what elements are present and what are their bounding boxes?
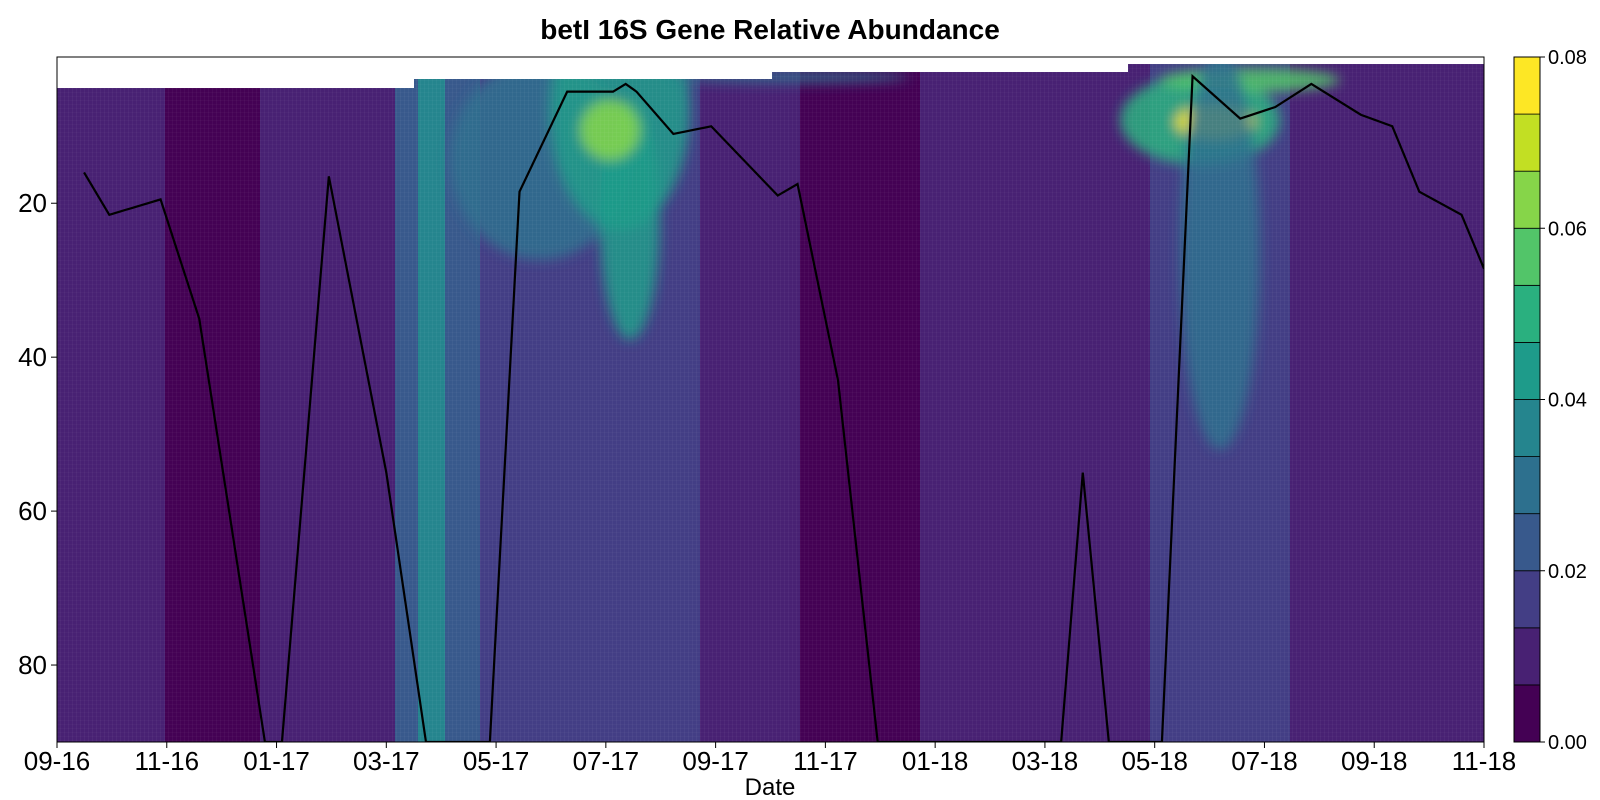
colorbar-segment xyxy=(1513,627,1541,686)
colorbar-tick-label: 0.08 xyxy=(1548,47,1587,69)
x-tick-label: 05-18 xyxy=(1121,746,1188,776)
series-line xyxy=(83,73,1484,742)
colorbar-segment xyxy=(1513,113,1541,172)
y-tick-label: 80 xyxy=(18,650,47,680)
colorbar-segment xyxy=(1513,684,1541,743)
no-data-region xyxy=(57,57,1484,88)
no-data-step xyxy=(1128,57,1484,64)
x-tick-label: 03-18 xyxy=(1012,746,1079,776)
y-axis: 20 40 60 80 xyxy=(18,188,57,680)
colorbar: 0.00 0.02 0.04 0.06 0.08 xyxy=(1513,47,1587,754)
x-tick-label: 03-17 xyxy=(353,746,420,776)
x-tick-label: 11-16 xyxy=(134,746,199,776)
x-tick-label: 09-18 xyxy=(1341,746,1408,776)
chart-title: betI 16S Gene Relative Abundance xyxy=(540,14,1000,45)
no-data-step xyxy=(414,57,772,79)
x-tick-label: 11-17 xyxy=(793,746,858,776)
colorbar-segment xyxy=(1513,342,1541,400)
x-tick-label: 05-17 xyxy=(463,746,530,776)
y-tick-label: 40 xyxy=(18,342,47,372)
x-axis: 09-16 11-16 01-17 03-17 05-17 07-17 09-17 11-17… xyxy=(24,742,1517,776)
x-tick-label: 01-17 xyxy=(243,746,310,776)
colorbar-tick-label: 0.00 xyxy=(1548,732,1587,754)
colorbar-segment xyxy=(1513,570,1541,629)
plot-area xyxy=(57,57,1484,742)
colorbar-segment xyxy=(1513,227,1541,286)
colorbar-segment xyxy=(1513,399,1541,457)
colorbar-segment xyxy=(1513,456,1541,515)
no-data-step xyxy=(772,57,1128,72)
no-data-step xyxy=(57,57,414,88)
colorbar-segment xyxy=(1513,513,1541,572)
colorbar-segment xyxy=(1513,284,1541,343)
colorbar-tick-label: 0.04 xyxy=(1548,390,1587,412)
colorbar-segment xyxy=(1513,56,1541,115)
x-tick-label: 07-17 xyxy=(573,746,640,776)
colorbar-tick-label: 0.02 xyxy=(1548,561,1587,583)
colorbar-segment xyxy=(1513,170,1541,229)
x-tick-label: 09-17 xyxy=(682,746,749,776)
x-axis-label: Date xyxy=(745,774,796,800)
colorbar-tick-label: 0.06 xyxy=(1548,218,1587,240)
x-tick-label: 11-18 xyxy=(1452,746,1517,776)
y-tick-label: 60 xyxy=(18,496,47,526)
plot-frame xyxy=(56,56,1485,743)
x-tick-label: 07-18 xyxy=(1231,746,1298,776)
grid-texture xyxy=(57,57,1484,742)
x-tick-label: 09-16 xyxy=(24,746,91,776)
x-tick-label: 01-18 xyxy=(902,746,969,776)
y-tick-label: 20 xyxy=(18,188,47,218)
